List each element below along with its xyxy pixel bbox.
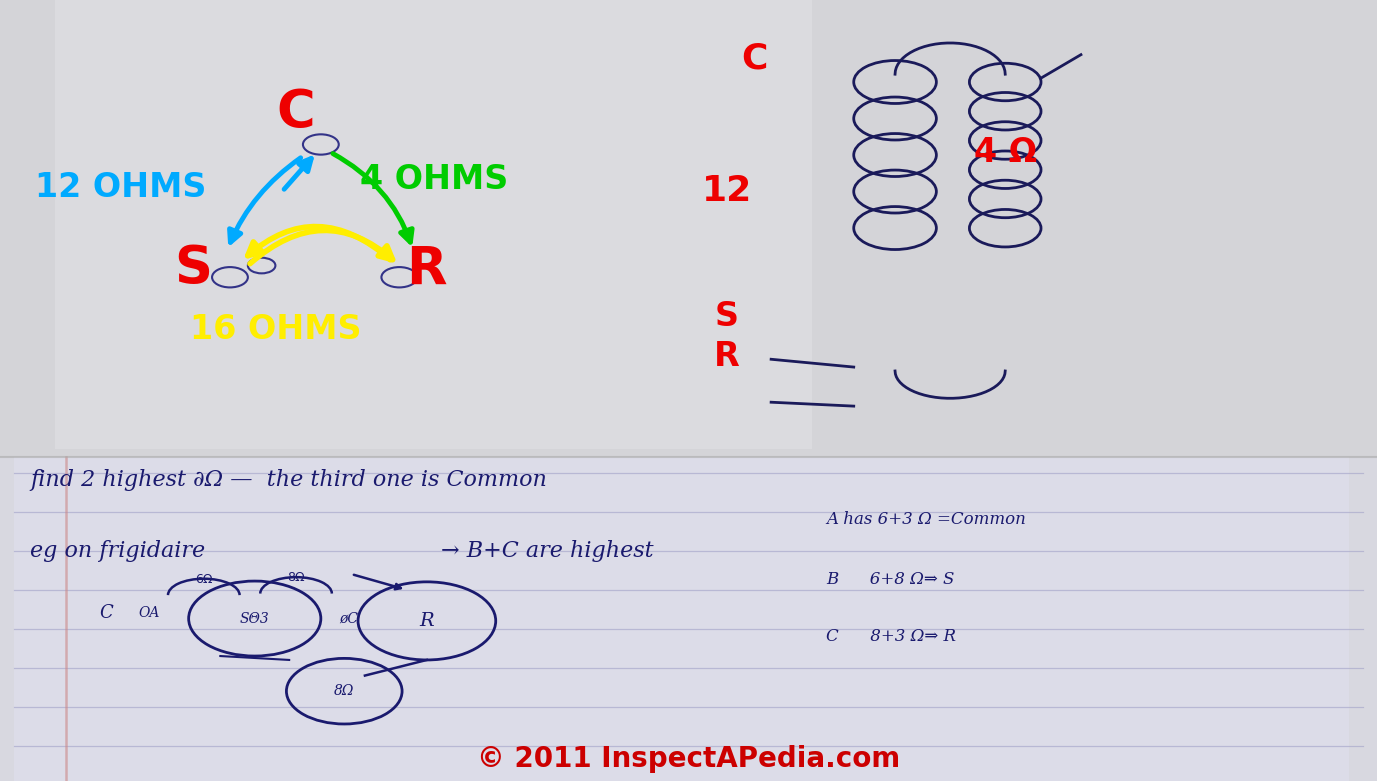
Text: SΘ3: SΘ3 [240,612,270,626]
Text: 6Ω: 6Ω [196,573,212,586]
Bar [14,457,1349,781]
Text: eg on frigidaire: eg on frigidaire [30,540,205,562]
Text: R: R [420,612,434,630]
Text: C: C [277,87,315,139]
Text: find 2 highest ∂Ω —  the third one is Common: find 2 highest ∂Ω — the third one is Com… [30,469,547,491]
Text: C      8+3 Ω⇒ R: C 8+3 Ω⇒ R [826,628,956,645]
Bar [55,0,812,449]
Bar [0,457,1377,781]
Text: 8Ω: 8Ω [288,572,304,584]
Text: S: S [174,244,212,295]
Bar [0,0,1377,457]
Text: 12: 12 [702,174,752,209]
Text: B      6+8 Ω⇒ S: B 6+8 Ω⇒ S [826,571,954,588]
Text: 4 OHMS: 4 OHMS [359,163,508,196]
Text: R: R [406,244,448,295]
Text: C: C [741,41,768,76]
Text: A has 6+3 Ω =Common: A has 6+3 Ω =Common [826,511,1026,528]
Text: C: C [99,604,113,622]
Text: 4 Ω: 4 Ω [974,136,1037,169]
Text: øC: øC [339,612,358,626]
Text: 16 OHMS: 16 OHMS [190,313,361,346]
Text: → B+C are highest: → B+C are highest [441,540,653,562]
Text: OA: OA [138,606,160,620]
Text: R: R [715,341,739,373]
Text: © 2011 InspectAPedia.com: © 2011 InspectAPedia.com [476,745,901,773]
Text: 8Ω: 8Ω [335,684,354,698]
Text: 12 OHMS: 12 OHMS [36,171,207,204]
Text: S: S [715,300,739,333]
